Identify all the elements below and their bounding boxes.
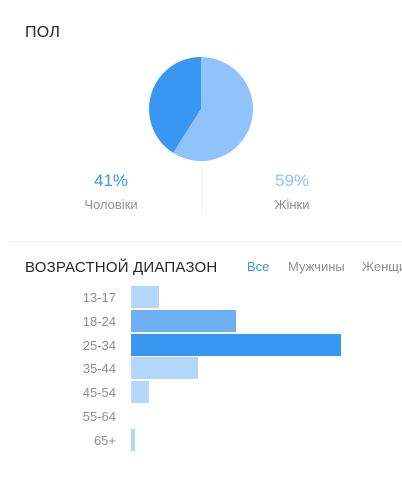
men-percent: 41% — [93, 171, 129, 190]
age-bar — [131, 286, 159, 308]
age-label: 55-64 — [82, 409, 116, 424]
age-bar — [131, 381, 149, 404]
age-row: 45-54 — [0, 381, 402, 405]
age-row: 35-44 — [0, 357, 402, 381]
age-row: 25-34 — [0, 333, 402, 358]
tab-men[interactable]: Мужчины — [288, 259, 345, 274]
women-stat: 59% Жінки — [212, 170, 372, 213]
men-label: Чоловіки — [84, 197, 138, 212]
age-label: 65+ — [93, 432, 116, 448]
age-row: 18-24 — [0, 309, 402, 334]
tab-women[interactable]: Женщины — [362, 259, 402, 274]
age-row: 13-17 — [0, 286, 402, 310]
age-bar-chart: 13-17 18-24 25-34 35-44 45-54 55-64 65+ — [0, 286, 402, 466]
pie-slice-men — [148, 57, 201, 153]
stat-divider — [201, 168, 202, 212]
gender-title: ПОЛ — [25, 24, 61, 41]
age-label: 35-44 — [82, 361, 116, 377]
age-title: ВОЗРАСТНОЙ ДИАПАЗОН — [25, 259, 218, 276]
age-label: 13-17 — [82, 290, 116, 305]
age-label: 45-54 — [82, 385, 116, 401]
age-label: 18-24 — [82, 313, 116, 329]
age-label: 25-34 — [82, 337, 116, 353]
age-row: 55-64 — [0, 405, 402, 429]
age-bar — [131, 309, 236, 332]
women-percent: 59% — [274, 171, 310, 190]
women-label: Жінки — [274, 197, 310, 212]
pie-slice-women — [173, 57, 253, 161]
age-bar — [131, 333, 341, 356]
men-stat: 41% Чоловіки — [31, 170, 191, 213]
tab-all[interactable]: Все — [247, 259, 270, 274]
gender-pie-chart — [148, 57, 253, 161]
age-row: 65+ — [0, 428, 402, 453]
age-bar — [131, 428, 135, 451]
age-bar — [131, 357, 198, 380]
section-divider — [10, 241, 402, 242]
